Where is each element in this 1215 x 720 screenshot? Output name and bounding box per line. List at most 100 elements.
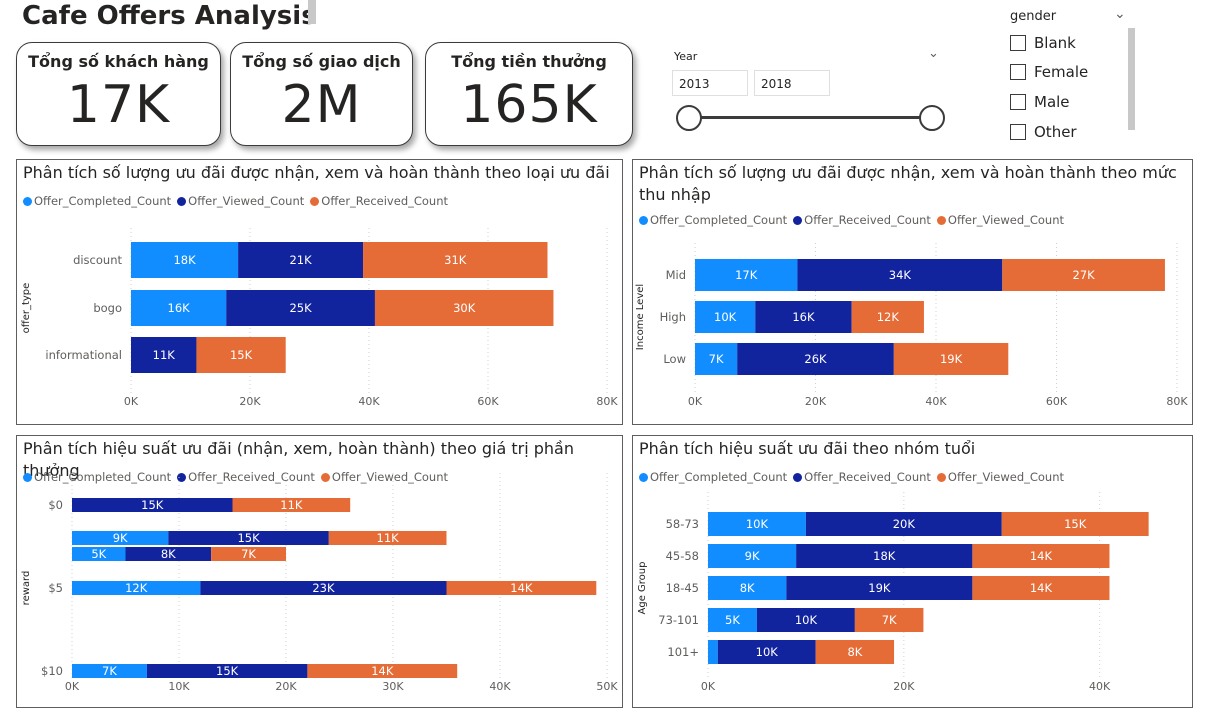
bar-segment bbox=[1001, 512, 1149, 536]
gender-option-male[interactable]: Male bbox=[1010, 93, 1070, 111]
year-range-track[interactable] bbox=[686, 116, 934, 119]
gender-slicer-label: gender bbox=[1010, 9, 1057, 24]
legend-label: Offer_Viewed_Count bbox=[331, 470, 449, 484]
x-tick-label: 80K bbox=[596, 395, 618, 408]
bar-segment bbox=[796, 544, 973, 568]
checkbox[interactable] bbox=[1010, 124, 1026, 140]
data-label: 19K bbox=[940, 352, 963, 366]
legend-item[interactable]: Offer_Viewed_Count bbox=[936, 470, 1065, 484]
bar-segment bbox=[211, 547, 286, 561]
x-tick-label: 40K bbox=[925, 395, 947, 408]
kpi-label: Tổng số khách hàng bbox=[28, 52, 209, 71]
legend-dot-icon bbox=[639, 215, 648, 225]
bar-segment bbox=[972, 576, 1110, 600]
gender-option-blank[interactable]: Blank bbox=[1010, 34, 1076, 52]
x-tick-label: 80K bbox=[1166, 395, 1188, 408]
year-to-input[interactable]: 2018 bbox=[754, 70, 830, 96]
data-label: 19K bbox=[868, 581, 891, 595]
gender-scrollbar[interactable] bbox=[1128, 28, 1135, 130]
legend-label: Offer_Viewed_Count bbox=[947, 470, 1065, 484]
legend-item[interactable]: Offer_Completed_Count bbox=[23, 470, 171, 484]
category-label: bogo bbox=[93, 301, 122, 315]
bar-segment bbox=[131, 242, 239, 278]
data-label: 15K bbox=[230, 348, 253, 362]
year-from-input[interactable]: 2013 bbox=[672, 70, 748, 96]
chevron-down-icon[interactable]: ⌄ bbox=[1114, 6, 1126, 22]
kpi-value: 165K bbox=[460, 75, 598, 135]
data-label: 8K bbox=[161, 547, 176, 561]
year-range-start-handle[interactable] bbox=[676, 105, 702, 131]
x-tick-label: 40K bbox=[358, 395, 380, 408]
legend-label: Offer_Completed_Count bbox=[650, 470, 788, 484]
bar-segment bbox=[72, 531, 169, 545]
legend-item[interactable]: Offer_Completed_Count bbox=[639, 470, 787, 484]
kpi-label: Tổng tiền thưởng bbox=[451, 52, 607, 71]
bar-segment bbox=[708, 608, 757, 632]
legend-item[interactable]: Offer_Completed_Count bbox=[23, 194, 171, 208]
bar-segment bbox=[232, 498, 351, 512]
data-label: 16K bbox=[168, 301, 191, 315]
data-label: 12K bbox=[125, 581, 148, 595]
data-label: 7K bbox=[882, 613, 897, 627]
legend-dot-icon bbox=[320, 472, 330, 482]
bar-chart-reward: 0K 10K 20K 30K 40K 50K reward $0 15K 11K 9K 15K 11K 5… bbox=[21, 473, 618, 693]
checkbox[interactable] bbox=[1010, 94, 1026, 110]
bar-chart-offer-type: 0K 20K 40K 60K 80K offer_type discount 18K 21K 31… bbox=[21, 228, 618, 408]
legend-item[interactable]: Offer_Completed_Count bbox=[639, 213, 787, 227]
bar-segment bbox=[238, 242, 364, 278]
legend-item[interactable]: Offer_Received_Count bbox=[793, 470, 931, 484]
data-label: 21K bbox=[289, 253, 312, 267]
category-label: 101+ bbox=[667, 645, 699, 659]
category-label: $0 bbox=[48, 498, 63, 512]
legend-item[interactable]: Offer_Received_Count bbox=[793, 213, 931, 227]
x-tick-label: 20K bbox=[239, 395, 261, 408]
legend-item[interactable]: Offer_Received_Count bbox=[310, 194, 448, 208]
chart-panel-income: Phân tích số lượng ưu đãi được nhận, xem… bbox=[632, 159, 1193, 425]
data-label: 15K bbox=[216, 664, 239, 678]
data-label: 31K bbox=[444, 253, 467, 267]
legend-item[interactable]: Offer_Received_Count bbox=[177, 470, 315, 484]
gender-option-other[interactable]: Other bbox=[1010, 123, 1077, 141]
year-range-end-handle[interactable] bbox=[919, 105, 945, 131]
data-label: 14K bbox=[1030, 549, 1053, 563]
bar-segment bbox=[226, 290, 375, 326]
data-label: 26K bbox=[804, 352, 827, 366]
chart-legend: Offer_Completed_Count Offer_Viewed_Count… bbox=[23, 194, 448, 208]
checkbox[interactable] bbox=[1010, 64, 1026, 80]
chevron-down-icon[interactable]: ⌄ bbox=[928, 46, 939, 61]
bar-segment bbox=[805, 512, 1002, 536]
bar-segment bbox=[200, 581, 447, 595]
data-label: 15K bbox=[237, 531, 260, 545]
bar-segment bbox=[72, 581, 201, 595]
legend-item[interactable]: Offer_Viewed_Count bbox=[320, 470, 449, 484]
x-tick-label: 0K bbox=[701, 680, 716, 693]
category-label: Low bbox=[663, 352, 686, 366]
x-tick-label: 60K bbox=[477, 395, 499, 408]
year-slicer-label: Year bbox=[674, 50, 698, 63]
bar-chart-income: 0K 20K 40K 60K 80K Income Level Mid 17K 34K 27K Hi… bbox=[635, 243, 1188, 408]
legend-item[interactable]: Offer_Viewed_Count bbox=[177, 194, 304, 208]
bar-segment bbox=[972, 544, 1110, 568]
legend-item[interactable]: Offer_Viewed_Count bbox=[936, 213, 1064, 227]
data-label: 30K bbox=[453, 301, 476, 315]
data-label: 7K bbox=[709, 352, 724, 366]
data-label: 8K bbox=[740, 581, 755, 595]
bar-segment bbox=[815, 640, 895, 664]
checkbox[interactable] bbox=[1010, 35, 1026, 51]
bar-segment bbox=[797, 259, 1003, 291]
data-label: 15K bbox=[141, 498, 164, 512]
gender-option-female[interactable]: Female bbox=[1010, 63, 1088, 81]
data-label: 5K bbox=[725, 613, 740, 627]
data-label: 7K bbox=[102, 664, 117, 678]
bar-segment bbox=[851, 301, 924, 333]
gender-option-label: Blank bbox=[1034, 34, 1076, 52]
category-label: Mid bbox=[666, 268, 686, 282]
legend-dot-icon bbox=[23, 196, 32, 206]
legend-label: Offer_Viewed_Count bbox=[188, 194, 305, 208]
bar-segment bbox=[893, 343, 1009, 375]
data-label: 11K bbox=[377, 531, 400, 545]
year-slicer: Year ⌄ 2013 2018 bbox=[672, 46, 947, 141]
category-label: informational bbox=[45, 348, 122, 362]
legend-dot-icon bbox=[310, 196, 320, 206]
bar-segment bbox=[168, 531, 329, 545]
